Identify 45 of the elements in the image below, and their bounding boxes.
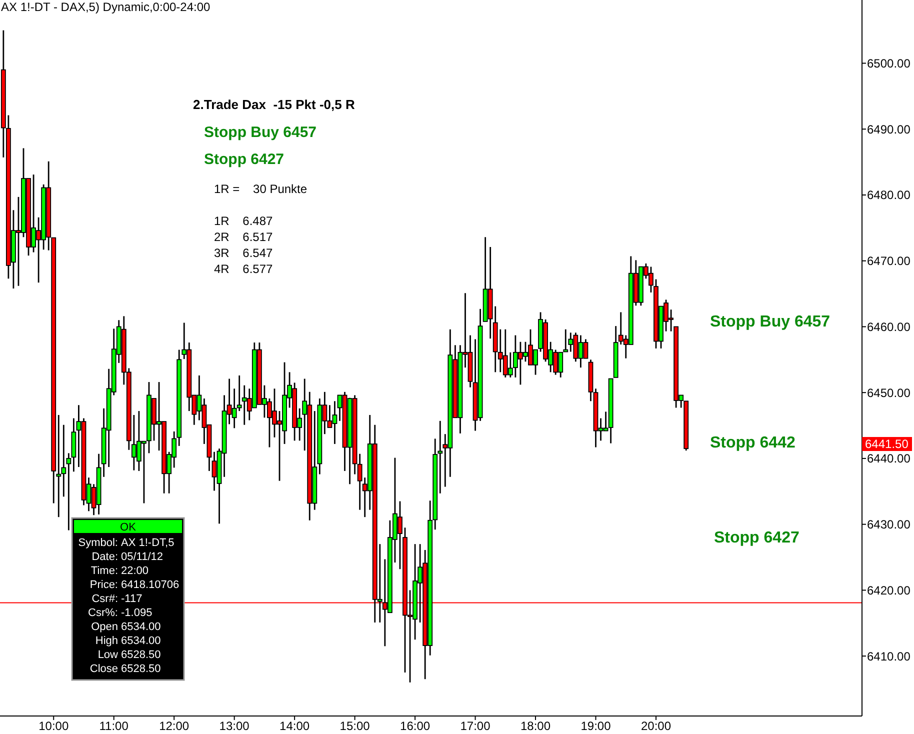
x-tick-label: 14:00 [280, 719, 310, 733]
y-tick-label: 6420.00 [867, 583, 911, 598]
x-tick-label: 18:00 [520, 719, 551, 733]
y-tick-label: 6500.00 [867, 56, 911, 70]
annotation: 2.Trade Dax -15 Pkt -0,5 R [193, 97, 356, 112]
annotation: Stopp Buy 6457 [710, 314, 830, 331]
annotation: Csr%: -1.095 [88, 607, 152, 619]
y-tick-label: 6480.00 [867, 188, 911, 202]
x-tick-label: 12:00 [159, 719, 190, 733]
annotation: High 6534.00 [95, 635, 161, 647]
x-tick-label: 10:00 [38, 719, 69, 733]
annotation: 1R = 30 Punkte [214, 182, 308, 196]
x-tick-label: 13:00 [219, 719, 250, 733]
annotation: Csr#: -117 [92, 593, 142, 605]
y-tick-label: 6450.00 [867, 386, 911, 400]
x-tick-label: 20:00 [640, 719, 672, 733]
chart-title: AX 1!-DT - DAX,5) Dynamic,0:00-24:00 [1, 0, 211, 14]
annotation: Price: 6418.10706 [90, 579, 180, 591]
annotation: 2R 6.517 [214, 230, 274, 244]
annotation: 3R 6.547 [214, 246, 274, 260]
x-tick-label: 17:00 [460, 719, 491, 733]
x-tick-label: 16:00 [400, 719, 430, 733]
annotation: Stopp 6427 [714, 530, 800, 547]
annotation: 1R 6.487 [214, 214, 274, 228]
annotation: Symbol: AX 1!-DT,5 [78, 537, 174, 549]
annotation: Low 6528.50 [98, 649, 161, 661]
y-tick-label: 6440.00 [867, 452, 911, 466]
text: OK [120, 522, 137, 534]
annotation: Close 6528.50 [90, 663, 161, 675]
annotation: Stopp Buy 6457 [204, 124, 317, 141]
annotation: Open 6534.00 [91, 621, 161, 633]
annotation: Date: 05/11/12 [92, 551, 164, 563]
annotation: 4R 6.577 [214, 262, 274, 276]
y-tick-label: 6430.00 [867, 518, 911, 532]
x-tick-label: 15:00 [340, 719, 370, 733]
annotation: Stopp 6442 [710, 434, 796, 452]
y-tick-label: 6470.00 [867, 254, 911, 268]
x-tick-label: 19:00 [580, 719, 612, 733]
x-tick-label: 11:00 [99, 719, 129, 733]
y-tick-label: 6410.00 [867, 649, 911, 664]
y-tick-label: 6490.00 [867, 122, 911, 136]
annotation: Stopp 6427 [204, 151, 284, 168]
text: 6441.50 [865, 437, 909, 452]
y-tick-label: 6460.00 [867, 320, 911, 334]
annotation: Time: 22:00 [90, 565, 149, 577]
